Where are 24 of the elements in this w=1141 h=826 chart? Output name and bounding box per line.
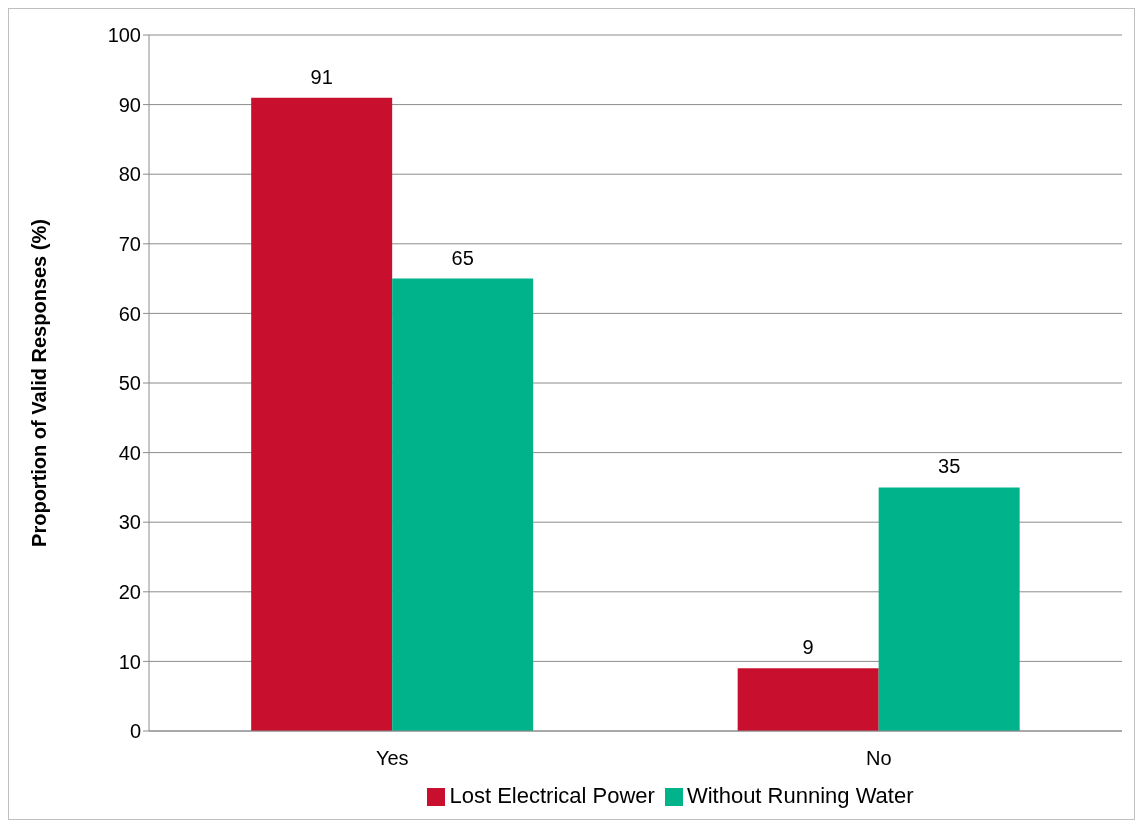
data-label: 9 (802, 636, 814, 659)
y-tick-label: 50 (118, 372, 141, 395)
y-tick-label: 70 (118, 232, 141, 255)
bar (737, 668, 879, 731)
bar (251, 97, 393, 731)
bar (392, 278, 534, 731)
data-label: 35 (938, 455, 961, 478)
y-tick-label: 10 (118, 650, 141, 673)
data-label: 65 (451, 246, 474, 269)
x-tick-label: No (865, 747, 892, 770)
legend-label: Lost Electrical Power (449, 783, 655, 808)
y-tick-label: 80 (118, 163, 141, 186)
y-tick-label: 20 (118, 580, 141, 603)
y-tick-label: 90 (118, 93, 141, 116)
legend-label: Without Running Water (686, 783, 914, 808)
y-axis-title: Proportion of Valid Responses (%) (28, 219, 51, 547)
y-tick-label: 100 (107, 24, 141, 47)
bar (878, 487, 1020, 731)
y-tick-label: 0 (129, 720, 141, 743)
y-tick-label: 60 (118, 302, 141, 325)
y-tick-label: 40 (118, 441, 141, 464)
x-tick-label: Yes (375, 747, 409, 770)
data-label: 91 (310, 65, 333, 88)
y-tick-label: 30 (118, 511, 141, 534)
